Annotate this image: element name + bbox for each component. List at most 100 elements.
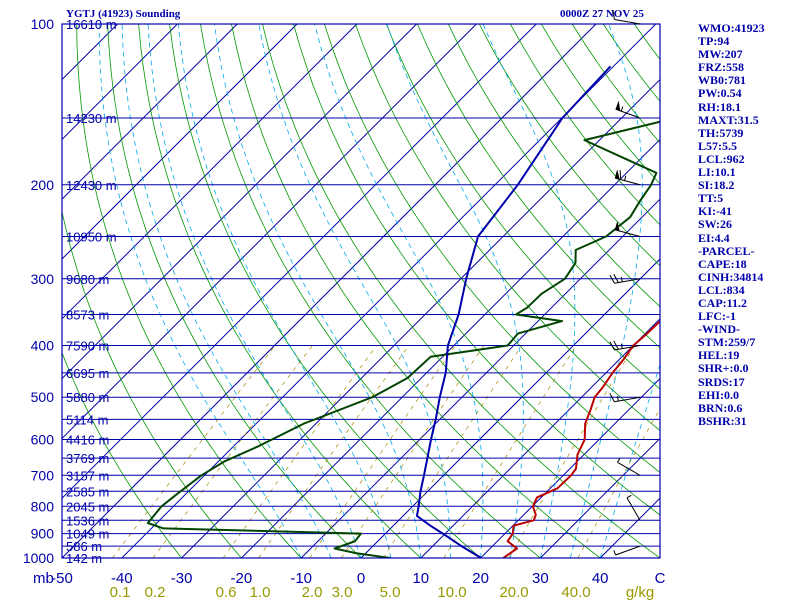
moist-adiabat [214,24,422,558]
pressure-tick-label: 1000 [23,550,54,566]
index-item: PW:0.54 [698,86,742,101]
isotherm-line [62,24,477,440]
height-label: 9680 m [66,272,109,287]
isotherm-line [241,138,660,558]
temperature-line [502,319,660,558]
wind-barb [614,345,641,351]
wind-barb-feather [612,10,615,20]
wind-barb-feather [613,340,619,350]
index-item: SW:26 [698,217,733,232]
wind-barb-half [624,175,627,181]
index-item: TP:94 [698,34,730,49]
mixing-ratio-label: 5.0 [380,584,401,600]
temperature-tick-label: 0 [357,570,365,587]
index-item: SRDS:17 [698,374,745,389]
index-item: CINH:34814 [698,269,764,284]
mixing-ratio-line [112,345,276,558]
wind-barb [615,545,641,556]
height-label: 1536 m [66,513,109,528]
pressure-tick-label: 800 [31,498,55,514]
wind-barb [614,229,641,237]
height-label: 3769 m [66,451,109,466]
mixing-ratio-label: 0.6 [216,584,237,600]
mixing-ratio-label: 20.0 [499,584,528,600]
temperature-tick-label: C [655,570,666,587]
dry-adiabat [200,24,541,558]
dry-adiabat [293,24,660,516]
mixing-ratio-label: 2.0 [302,584,323,600]
height-label: 4416 m [66,433,109,448]
mixing-ratio-label: 10.0 [437,584,466,600]
dry-adiabat [107,24,362,558]
temperature-tick-label: -10 [290,570,312,587]
wind-barb-feather [609,393,615,403]
height-label: 12430 m [66,178,117,193]
wind-barb-feather [613,274,619,283]
index-item: TT:5 [698,191,724,206]
height-label: 6695 m [66,366,109,381]
pressure-tick-label: 500 [31,389,55,405]
mixing-ratio-label: 3.0 [332,584,353,600]
index-item: EHI:0.0 [698,387,740,402]
wind-barb-feather [609,274,615,284]
chart-title: YGTJ (41923) Sounding [66,8,181,20]
index-item: LCL:834 [698,282,745,297]
moist-adiabat [569,24,643,558]
index-item: L57:5.5 [698,138,737,153]
pressure-tick-label: 600 [31,432,55,448]
height-label: 5114 m [66,412,108,427]
wind-barb-half [616,396,619,402]
isotherm-line [62,24,178,141]
dry-adiabat [76,24,302,558]
index-item: HEL:19 [698,348,740,363]
index-item: FRZ:558 [698,60,744,75]
wind-barb [614,177,641,186]
index-item: MAXT:31.5 [698,112,759,127]
index-item: -WIND- [698,322,740,337]
height-label: 1049 m [66,527,109,542]
wind-barb-half [617,457,621,463]
wind-barb-half [626,494,632,499]
temperature-tick-label: 40 [592,570,609,587]
index-item: LI:10.1 [698,165,736,180]
index-item: CAP:11.2 [698,295,747,310]
mixing-ratio-line [309,345,456,558]
index-item: EI:4.4 [698,230,730,245]
wind-barb-half [613,550,617,556]
index-item: LFC:-1 [698,309,736,324]
index-item: TH:5739 [698,125,744,140]
index-item: RH:18.1 [698,99,741,114]
temperature-tick-label: -30 [171,570,193,587]
isotherm-line [62,24,417,380]
temperature-tick-label: 20 [472,570,489,587]
height-label: 8573 m [66,308,109,323]
dewpoint-line [146,120,660,558]
height-label: 16610 m [66,17,117,32]
height-label: 2045 m [66,499,109,514]
wind-barb [617,461,641,476]
mixing-ratio-unit-label: g/kg [626,584,654,600]
isotherm-line [62,24,238,200]
pressure-tick-label: 900 [31,526,55,542]
height-label: 7590 m [66,339,109,354]
mixing-ratio-line [577,407,660,558]
parcel-line [415,65,612,558]
mixing-ratio-label: 40.0 [561,584,590,600]
isotherm-line [62,24,537,499]
mixing-ratio-label: 0.2 [145,584,166,600]
height-label: 3157 m [66,468,109,483]
wind-barb-flag [615,100,621,111]
isotherm-line [181,78,660,558]
wind-barb [614,278,641,284]
moist-adiabat [386,24,524,558]
index-item: -PARCEL- [698,243,755,258]
isotherm-line [360,258,660,558]
index-item: CAPE:18 [698,256,747,271]
temperature-tick-label: -50 [51,570,73,587]
moist-adiabat [177,24,392,558]
mixing-ratio-label: 1.0 [250,584,271,600]
temperature-tick-label: -20 [231,570,253,587]
index-item: LCL:962 [698,151,745,166]
index-item: WMO:41923 [698,21,765,35]
